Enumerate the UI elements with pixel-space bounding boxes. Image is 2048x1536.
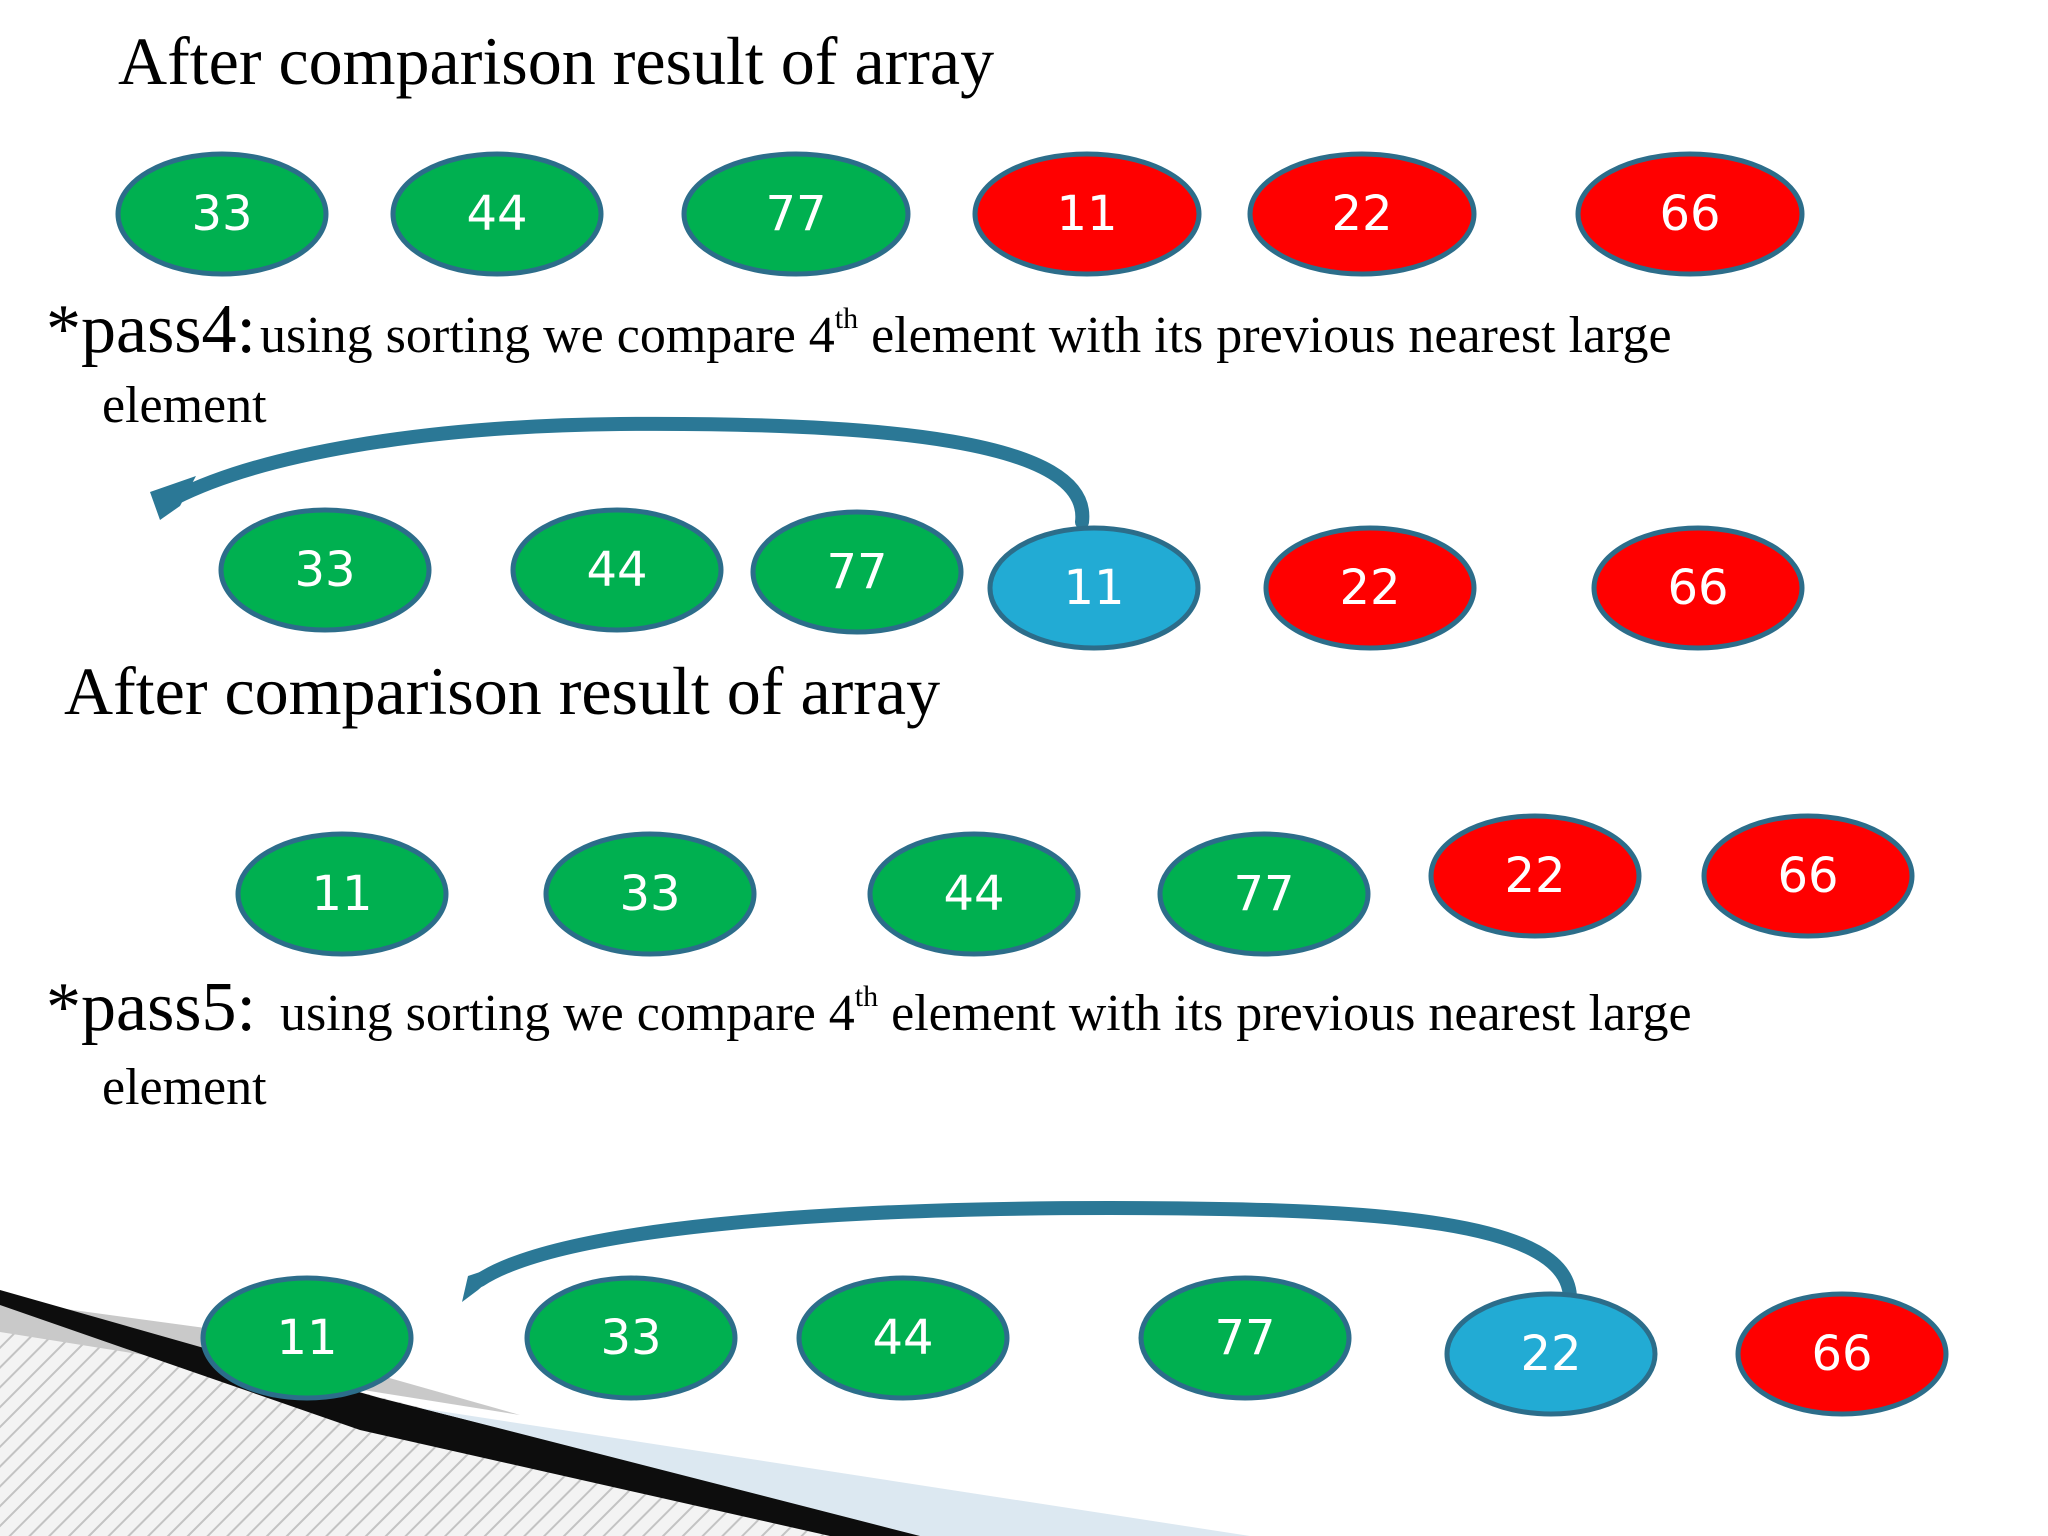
svg-text:66: 66 xyxy=(1667,560,1728,616)
node-3-2: 33 xyxy=(543,831,757,957)
pass5-superscript: th xyxy=(854,980,879,1013)
svg-text:77: 77 xyxy=(826,544,887,600)
node-3-3: 44 xyxy=(867,831,1081,957)
svg-text:33: 33 xyxy=(619,866,680,922)
section3-title: After comparison result of array xyxy=(64,653,941,729)
pass4-description: *pass4: using sorting we compare 4th ele… xyxy=(46,290,1672,370)
pass4-superscript: th xyxy=(834,302,859,335)
svg-text:44: 44 xyxy=(943,866,1004,922)
svg-text:22: 22 xyxy=(1339,560,1400,616)
svg-text:77: 77 xyxy=(1233,866,1294,922)
svg-text:33: 33 xyxy=(600,1310,661,1366)
svg-text:22: 22 xyxy=(1331,186,1392,242)
svg-text:77: 77 xyxy=(765,186,826,242)
svg-text:11: 11 xyxy=(311,866,372,922)
pass5-description: *pass5: using sorting we compare 4th ele… xyxy=(46,968,1692,1048)
node-3-5: 22 xyxy=(1428,813,1642,939)
svg-text:22: 22 xyxy=(1520,1326,1581,1382)
svg-text:11: 11 xyxy=(276,1310,337,1366)
pass5-continuation: element xyxy=(102,1059,267,1116)
svg-text:44: 44 xyxy=(586,542,647,598)
svg-text:44: 44 xyxy=(872,1310,933,1366)
svg-text:44: 44 xyxy=(466,186,527,242)
node-4-4: 77 xyxy=(1138,1275,1352,1401)
node-4-3: 44 xyxy=(796,1275,1010,1401)
node-4-2: 33 xyxy=(524,1275,738,1401)
node-2-1: 33 xyxy=(218,507,432,633)
pass4-continuation: element xyxy=(102,377,267,434)
pass4-label: *pass4: xyxy=(46,291,256,368)
node-3-4: 77 xyxy=(1157,831,1371,957)
svg-text:66: 66 xyxy=(1811,1326,1872,1382)
svg-text:11: 11 xyxy=(1063,560,1124,616)
node-1-6: 66 xyxy=(1575,151,1805,277)
svg-text:33: 33 xyxy=(294,542,355,598)
svg-text:33: 33 xyxy=(191,186,252,242)
light-blue-band xyxy=(420,1408,1250,1536)
node-2-4: 11 xyxy=(987,525,1201,651)
pass5-text: using sorting we compare 4th element wit… xyxy=(280,980,1692,1043)
svg-text:66: 66 xyxy=(1659,186,1720,242)
pass5-label: *pass5: xyxy=(46,969,256,1046)
pass4-text: using sorting we compare 4th element wit… xyxy=(260,302,1672,365)
node-1-1: 33 xyxy=(115,151,329,277)
node-2-2: 44 xyxy=(510,507,724,633)
node-4-6: 66 xyxy=(1735,1291,1949,1417)
node-4-5: 22 xyxy=(1444,1291,1658,1417)
node-4-1: 11 xyxy=(200,1275,414,1401)
node-2-3: 77 xyxy=(750,509,964,635)
node-3-1: 11 xyxy=(235,831,449,957)
node-1-4: 11 xyxy=(972,151,1202,277)
node-1-3: 77 xyxy=(681,151,911,277)
node-2-6: 66 xyxy=(1591,525,1805,651)
svg-text:66: 66 xyxy=(1777,848,1838,904)
node-1-5: 22 xyxy=(1247,151,1477,277)
section1-title: After comparison result of array xyxy=(118,23,995,99)
svg-text:11: 11 xyxy=(1056,186,1117,242)
svg-text:77: 77 xyxy=(1214,1310,1275,1366)
node-3-6: 66 xyxy=(1701,813,1915,939)
node-2-5: 22 xyxy=(1263,525,1477,651)
node-1-2: 44 xyxy=(390,151,604,277)
svg-text:22: 22 xyxy=(1504,848,1565,904)
